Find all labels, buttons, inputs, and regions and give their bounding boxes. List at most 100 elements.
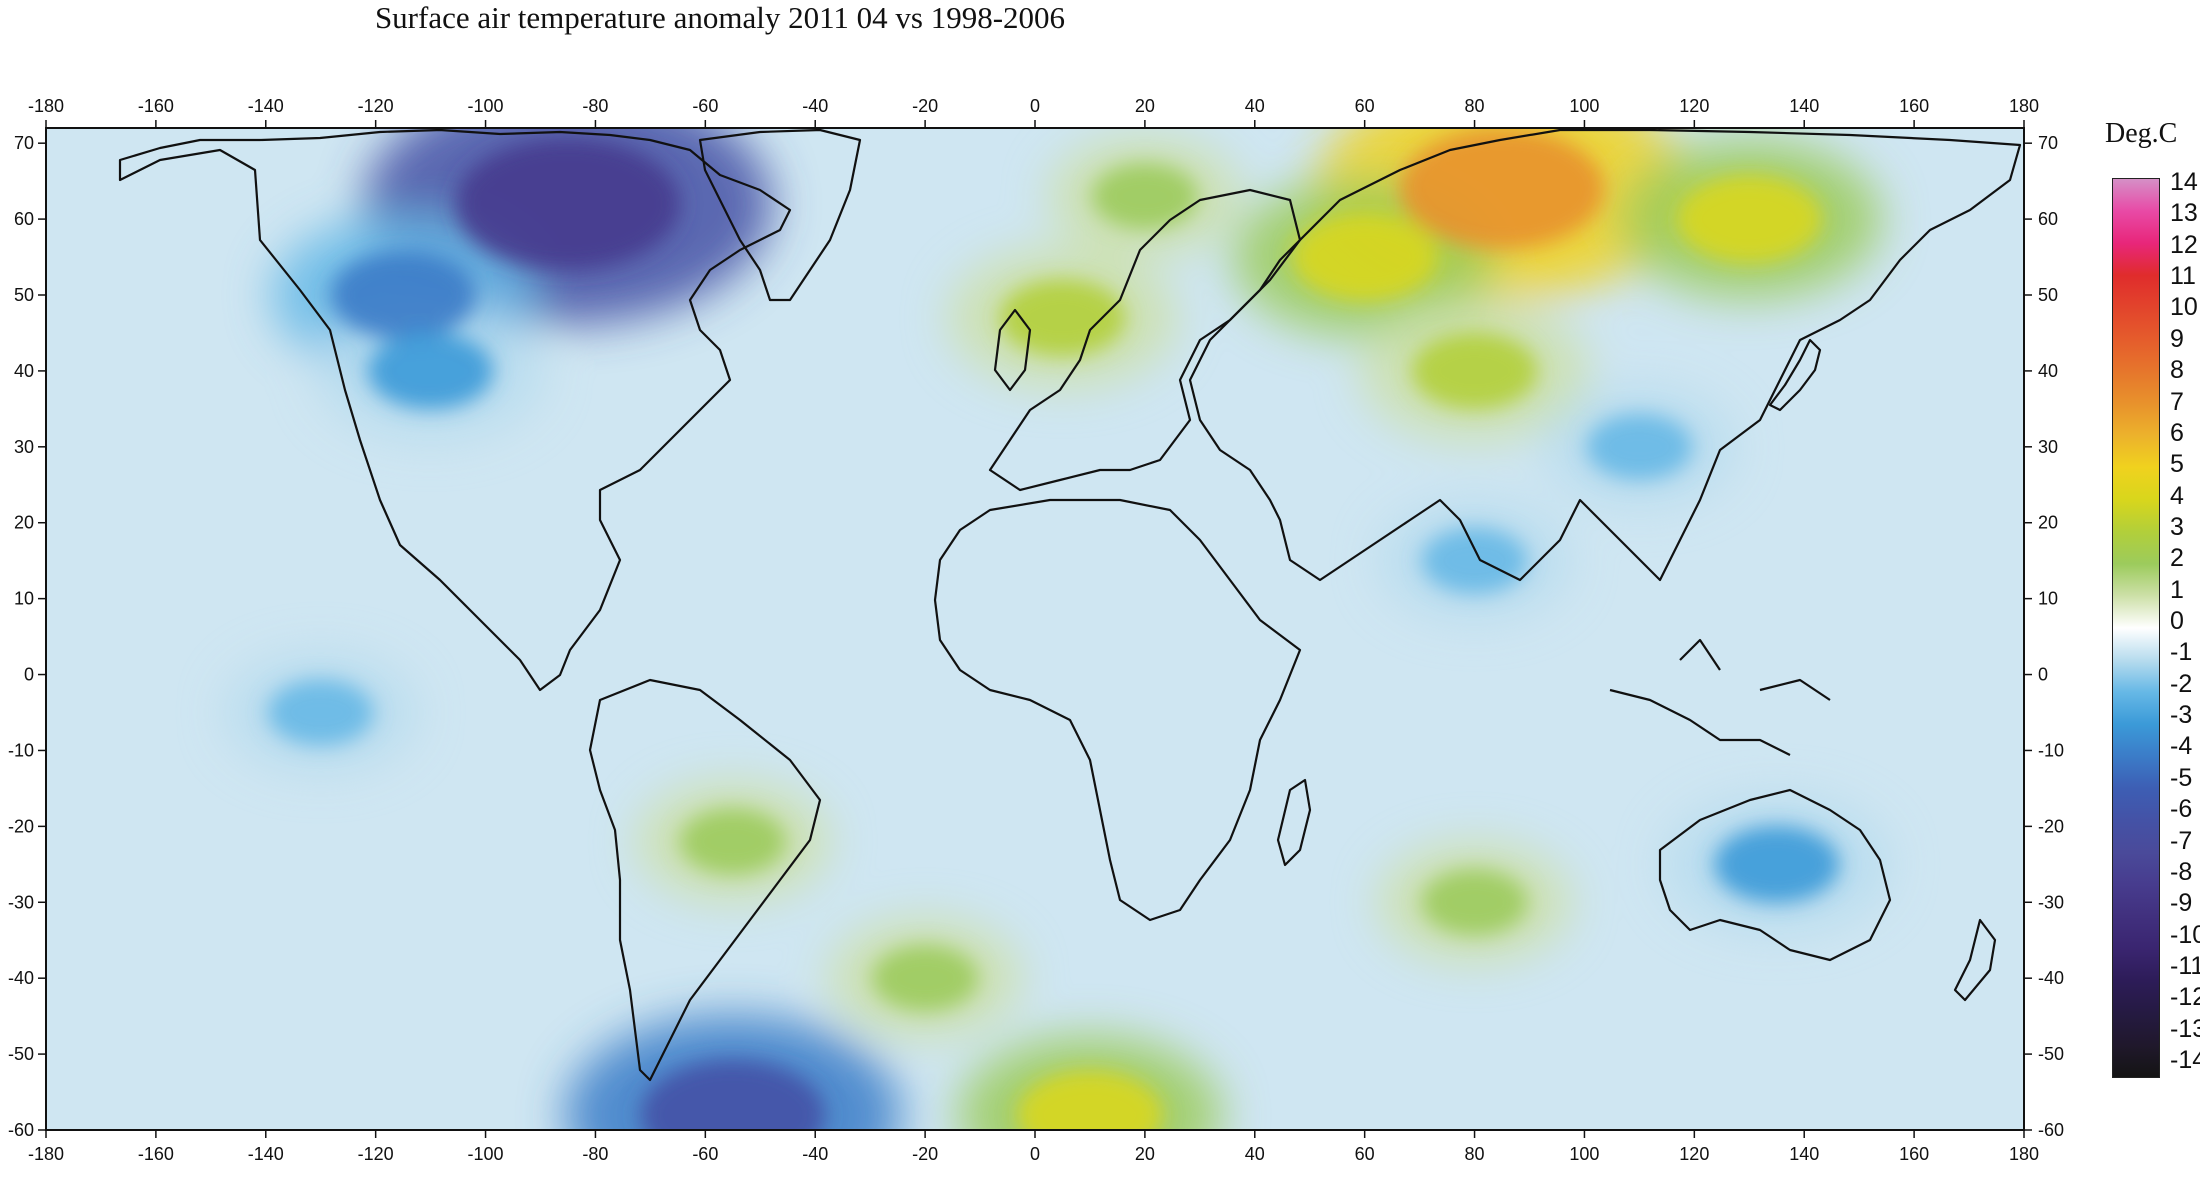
x-tick-label-top: 140 [1789,96,1819,116]
x-tick-label-bottom: -80 [582,1144,608,1164]
anomaly-core [1421,869,1528,936]
x-tick-label-bottom: 140 [1789,1144,1819,1164]
colorbar-label: 3 [2170,512,2184,541]
coastline-north-america [118,128,792,692]
y-tick-label-left: 70 [14,133,34,153]
colorbar-label: 11 [2170,262,2196,291]
y-tick-label-left: 60 [14,209,34,229]
y-tick-label-right: 30 [2038,437,2058,457]
colorbar [2112,178,2160,1078]
colorbar-label: 4 [2170,481,2184,510]
colorbar-label: -3 [2170,701,2193,730]
x-tick-label-top: 120 [1679,96,1709,116]
y-axis-left: 70 60 50 40 30 20 10 0 -10 -20 -30 -40 -50 -60 [8,133,46,1140]
x-tick-label-top: -80 [582,96,608,116]
y-tick-label-right: -40 [2038,968,2064,988]
anomaly-core [680,808,786,875]
x-tick-label-top: 100 [1569,96,1599,116]
x-tick-label-bottom: 120 [1679,1144,1709,1164]
colorbar-label: 1 [2170,575,2184,604]
y-tick-label-right: 70 [2038,133,2058,153]
colorbar-label: 13 [2170,199,2198,228]
colorbar-label: -8 [2170,857,2193,886]
x-axis-top: -180 -160 -140 -120 -100 -80 -60 -40 -20 0 20 40 60 8… [28,96,2039,128]
x-tick-label-bottom: -160 [138,1144,174,1164]
x-tick-label-top: 80 [1465,96,1485,116]
coastline-asia [1188,128,2022,582]
y-tick-label-right: 10 [2038,589,2058,609]
field-detail [267,128,1840,1130]
coastlines [118,128,2022,1082]
x-tick-label-bottom: 80 [1465,1144,1485,1164]
anomaly-core [455,137,681,270]
y-tick-label-left: -60 [8,1120,34,1140]
x-tick-label-bottom: 20 [1135,1144,1155,1164]
x-tick-label-top: 40 [1245,96,1265,116]
y-tick-label-left: 30 [14,437,34,457]
x-tick-label-top: -20 [912,96,938,116]
y-tick-label-left: 20 [14,513,34,533]
y-axis-right: 70 60 50 40 30 20 10 0 -10 -20 -30 -40 -50 -60 [2024,133,2064,1140]
x-tick-label-top: -120 [358,96,394,116]
x-tick-label-top: -180 [28,96,64,116]
coastline-south-america [588,678,822,1082]
y-tick-label-left: 0 [24,665,34,685]
colorbar-title: Deg.C [2105,118,2178,149]
colorbar-label: 10 [2170,293,2198,322]
colorbar-label: 9 [2170,324,2184,353]
coastline-japan [1768,338,1822,412]
y-tick-label-right: -60 [2038,1120,2064,1140]
colorbar-label: 12 [2170,230,2198,259]
colorbar-label: -2 [2170,669,2193,698]
x-tick-label-bottom: 0 [1030,1144,1040,1164]
anomaly-core [1586,413,1693,480]
y-tick-label-left: -20 [8,816,34,836]
colorbar-label: 0 [2170,607,2184,635]
x-tick-label-bottom: 160 [1899,1144,1929,1164]
x-tick-label-bottom: 180 [2009,1144,2039,1164]
x-tick-label-top: 20 [1135,96,1155,116]
x-tick-label-bottom: -20 [912,1144,938,1164]
x-tick-label-bottom: 60 [1355,1144,1375,1164]
y-tick-label-left: -30 [8,892,34,912]
coastline-africa [933,498,1302,922]
anomaly-core [1292,213,1438,302]
x-tick-label-bottom: -40 [802,1144,828,1164]
x-tick-label-bottom: -120 [358,1144,394,1164]
colorbar-label: -9 [2170,889,2193,918]
y-tick-label-left: -10 [8,740,34,760]
colorbar-label: -7 [2170,826,2193,855]
colorbar-label: -14 [2170,1046,2200,1074]
y-tick-label-left: 50 [14,285,34,305]
anomaly-core [267,679,374,746]
colorbar-label: -1 [2170,638,2193,667]
colorbar-label: -4 [2170,732,2193,761]
anomaly-core [1017,1070,1163,1130]
colorbar-label: -6 [2170,795,2193,824]
colorbar-label: -12 [2170,983,2200,1012]
x-tick-label-top: 180 [2009,96,2039,116]
y-tick-label-right: -50 [2038,1044,2064,1064]
colorbar-label: 7 [2170,387,2184,416]
anomaly-core [640,1059,826,1130]
x-tick-label-bottom: 100 [1569,1144,1599,1164]
x-tick-label-top: -160 [138,96,174,116]
colorbar-label: 8 [2170,356,2184,385]
x-tick-label-top: -140 [248,96,284,116]
anomaly-core [330,251,476,339]
anomaly-core [1676,175,1822,264]
colorbar-label: 5 [2170,450,2184,479]
anomaly-core [1714,825,1840,903]
colorbar-label: 14 [2170,168,2198,196]
x-tick-label-top: 160 [1899,96,1929,116]
anomaly-core [1092,163,1198,230]
y-tick-label-right: 50 [2038,285,2058,305]
colorbar-label: -10 [2170,920,2200,949]
coastline-indonesia [1609,638,1831,756]
coastline-madagascar [1276,778,1312,867]
colorbar-label: 2 [2170,544,2184,573]
anomaly-field [46,128,2024,1130]
y-tick-label-right: 60 [2038,209,2058,229]
anomaly-core [1399,128,1605,250]
